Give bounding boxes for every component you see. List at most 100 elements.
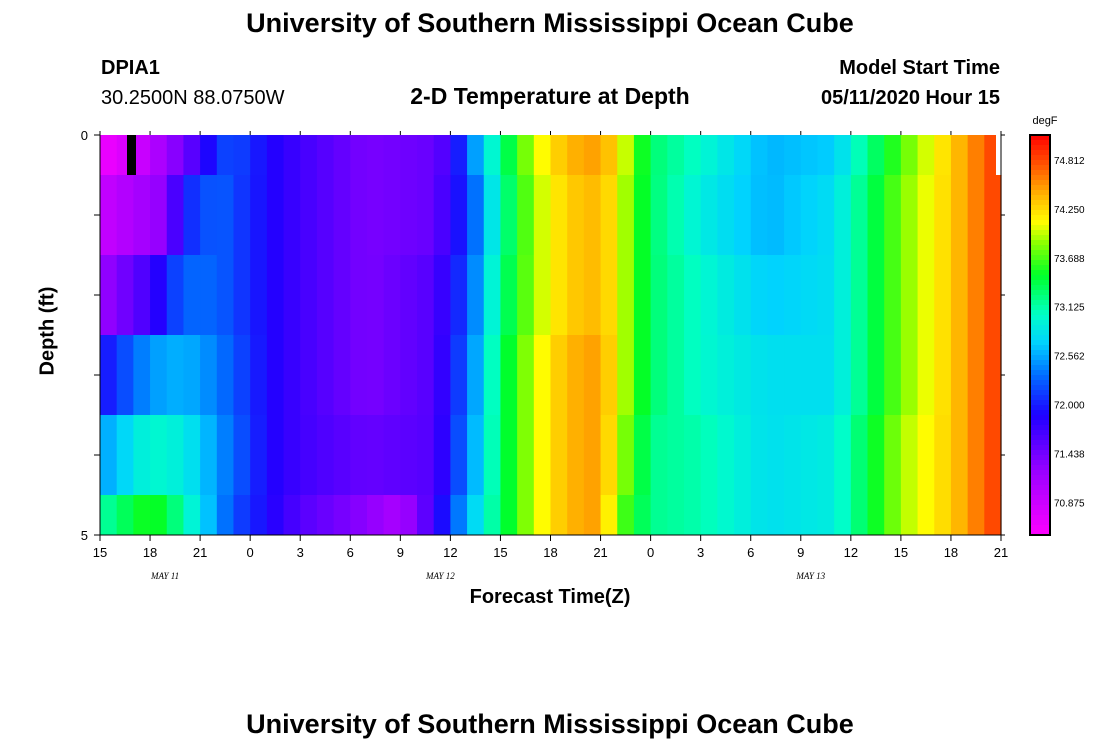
- heat-cell: [884, 135, 902, 176]
- heat-cell: [583, 255, 602, 336]
- heat-cell: [734, 135, 752, 176]
- heat-cell: [934, 255, 952, 336]
- colorbar-segment: [1030, 335, 1050, 341]
- heat-cell: [800, 495, 819, 536]
- x-tick-label: 15: [93, 545, 107, 560]
- heat-cell: [417, 415, 435, 496]
- heat-cell: [817, 175, 835, 256]
- heat-cell: [767, 135, 785, 176]
- colorbar-segment: [1030, 390, 1050, 396]
- heat-cell: [633, 415, 652, 496]
- heat-cell: [767, 255, 785, 336]
- heat-cell: [934, 495, 952, 536]
- x-tick-label: 3: [697, 545, 704, 560]
- colorbar-segment: [1030, 365, 1050, 371]
- model-start-label: Model Start Time: [839, 57, 1000, 79]
- colorbar-tick-label: 74.812: [1054, 156, 1085, 167]
- heat-cell: [800, 135, 819, 176]
- heat-cell: [200, 175, 218, 256]
- heat-cell: [166, 415, 185, 496]
- colorbar-segment: [1030, 420, 1050, 426]
- heat-cell: [233, 415, 251, 496]
- heat-cell: [233, 255, 251, 336]
- heat-cell: [283, 135, 301, 176]
- heat-cell: [216, 415, 235, 496]
- heat-cell: [483, 415, 502, 496]
- heat-cell: [467, 135, 485, 176]
- colorbar-segment: [1030, 505, 1050, 511]
- heat-cell: [133, 135, 151, 176]
- heat-cell: [784, 335, 802, 416]
- heat-cell: [467, 415, 485, 496]
- heat-cell: [767, 175, 785, 256]
- heat-cell: [300, 135, 318, 176]
- heat-cell: [884, 415, 902, 496]
- heat-cell: [100, 255, 118, 336]
- heat-cell: [750, 495, 769, 536]
- heat-cell: [533, 415, 552, 496]
- heat-cell: [667, 495, 685, 536]
- heat-cell: [800, 415, 819, 496]
- colorbar-segment: [1030, 355, 1050, 361]
- heat-cell: [700, 135, 718, 176]
- heat-cell: [984, 175, 1002, 256]
- heat-cell: [683, 415, 702, 496]
- heat-cell: [750, 175, 769, 256]
- heat-cell: [800, 255, 819, 336]
- x-tick-label: 9: [797, 545, 804, 560]
- colorbar-segment: [1030, 450, 1050, 456]
- heat-cell: [233, 135, 251, 176]
- heat-cell: [850, 255, 869, 336]
- heat-cell: [450, 135, 468, 176]
- colorbar-segment: [1030, 425, 1050, 431]
- heat-cell: [500, 335, 518, 416]
- heatmap-cells: [100, 135, 1002, 536]
- heat-cell: [166, 175, 185, 256]
- heat-cell: [750, 135, 769, 176]
- heat-cell: [116, 335, 134, 416]
- heat-cell: [650, 175, 668, 256]
- colorbar-tick-label: 74.250: [1054, 205, 1085, 216]
- colorbar-frame: [1029, 134, 1051, 536]
- heat-cell: [700, 175, 718, 256]
- heat-cell: [567, 415, 585, 496]
- station-coords: 30.2500N 88.0750W: [101, 87, 285, 109]
- heat-cell: [283, 335, 301, 416]
- missing-data-gap: [996, 135, 1002, 175]
- colorbar-segment: [1030, 460, 1050, 466]
- heat-cell: [767, 415, 785, 496]
- heat-cell: [767, 335, 785, 416]
- colorbar-segment: [1030, 370, 1050, 376]
- heat-cell: [200, 255, 218, 336]
- x-tick-label: 21: [593, 545, 607, 560]
- heat-cell: [550, 415, 568, 496]
- colorbar: 74.812 74.250 73.688 73.125 72.562 72.000 71.4…: [1029, 134, 1085, 536]
- heat-cell: [650, 335, 668, 416]
- heat-cell: [834, 335, 852, 416]
- colorbar-segment: [1030, 290, 1050, 296]
- heat-cell: [200, 495, 218, 536]
- heat-cell: [250, 135, 268, 176]
- heat-cell: [884, 255, 902, 336]
- y-tick-label: 5: [81, 528, 88, 543]
- colorbar-segment: [1030, 340, 1050, 346]
- heat-cell: [200, 135, 218, 176]
- colorbar-segment: [1030, 270, 1050, 276]
- heat-cell: [617, 415, 635, 496]
- colorbar-segment: [1030, 465, 1050, 471]
- heat-cell: [667, 335, 685, 416]
- heat-cell: [650, 495, 668, 536]
- heat-cell: [784, 175, 802, 256]
- colorbar-segment: [1030, 410, 1050, 416]
- heat-cell: [233, 175, 251, 256]
- heat-cell: [133, 495, 151, 536]
- colorbar-segment: [1030, 255, 1050, 261]
- heat-cell: [683, 175, 702, 256]
- x-tick-label: 3: [297, 545, 304, 560]
- model-start-time: 05/11/2020 Hour 15: [820, 87, 1000, 109]
- heat-cell: [500, 495, 518, 536]
- colorbar-segment: [1030, 210, 1050, 216]
- heat-cell: [967, 335, 985, 416]
- heat-cell: [383, 255, 401, 336]
- colorbar-segment: [1030, 330, 1050, 336]
